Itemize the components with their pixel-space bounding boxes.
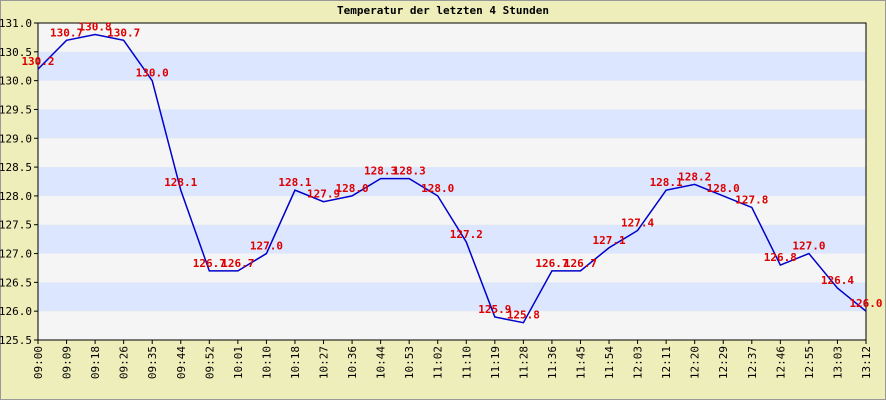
x-tick-label: 13:03 [831,346,844,379]
x-tick-label: 13:12 [860,346,873,379]
data-label: 126.7 [221,257,254,270]
data-label: 130.7 [107,26,140,39]
data-label: 127.2 [450,228,483,241]
y-tick-label: 127.5 [0,219,32,232]
x-tick-label: 09:26 [118,346,131,379]
x-tick-label: 12:29 [717,346,730,379]
band [38,23,866,52]
x-tick-label: 09:18 [89,346,102,379]
y-tick-label: 125.5 [0,334,32,347]
band [38,109,866,139]
x-tick-label: 12:03 [632,346,645,379]
y-tick-label: 126.5 [0,276,32,289]
y-tick-label: 128.5 [0,161,32,174]
x-tick-label: 10:27 [318,346,331,379]
data-label: 126.0 [849,297,882,310]
y-tick-label: 126.0 [0,305,32,318]
data-label: 130.7 [50,26,83,39]
data-label: 126.7 [535,257,568,270]
x-tick-label: 10:18 [289,346,302,379]
plot-border [37,22,867,341]
x-tick-label: 12:46 [774,346,787,379]
chart-title: Temperatur der letzten 4 Stunden [337,4,549,17]
x-tick-label: 09:44 [175,346,188,379]
x-tick-label: 09:52 [203,346,216,379]
data-label: 126.7 [193,257,226,270]
band [38,311,866,340]
y-tick-label: 127.0 [0,248,32,261]
x-tick-label: 11:10 [460,346,473,379]
data-label: 130.8 [79,21,112,34]
data-label: 128.0 [336,182,369,195]
x-tick-label: 12:37 [746,346,759,379]
x-tick-label: 10:01 [232,346,245,379]
data-label: 130.2 [21,55,54,68]
x-tick-label: 12:20 [689,346,702,379]
x-tick-label: 09:00 [32,346,45,379]
y-tick-label: 128.0 [0,190,32,203]
y-tick-label: 130.5 [0,46,32,59]
data-label: 127.4 [621,216,654,229]
band [38,282,866,312]
x-tick-label: 12:55 [803,346,816,379]
data-label: 127.1 [592,234,625,247]
data-label: 130.0 [136,67,169,80]
data-label: 128.0 [421,182,454,195]
y-tick-label: 130.0 [0,75,32,88]
x-tick-label: 10:36 [346,346,359,379]
line [37,33,867,324]
x-tick-label: 10:53 [403,346,416,379]
data-label: 128.3 [393,165,426,178]
band [38,253,866,283]
data-label: 127.8 [735,193,768,206]
data-label: 125.8 [507,309,540,322]
y-tick-label: 129.0 [0,132,32,145]
x-tick-label: 11:36 [546,346,559,379]
y-tick-label: 129.5 [0,103,32,116]
data-label: 126.4 [821,274,854,287]
x-tick-label: 11:28 [517,346,530,379]
data-label: 125.9 [478,303,511,316]
data-label: 126.7 [564,257,597,270]
data-label: 128.1 [278,176,311,189]
band [38,138,866,168]
data-label: 127.0 [250,240,283,253]
data-label: 128.1 [650,176,683,189]
data-label: 128.3 [364,165,397,178]
x-tick-label: 09:35 [146,346,159,379]
x-tick-label: 11:54 [603,346,616,379]
data-label: 127.9 [307,188,340,201]
x-tick-label: 11:45 [574,346,587,379]
y-tick-label: 131.0 [0,17,32,30]
data-label: 128.0 [707,182,740,195]
x-tick-label: 10:44 [375,346,388,379]
band [38,51,866,81]
data-label: 128.2 [678,170,711,183]
band [38,224,866,254]
data-label: 128.1 [164,176,197,189]
band [38,80,866,110]
x-tick-label: 10:10 [260,346,273,379]
data-label: 127.0 [792,240,825,253]
x-tick-label: 11:02 [432,346,445,379]
x-tick-label: 09:09 [61,346,74,379]
x-tick-label: 11:19 [489,346,502,379]
data-label: 126.8 [764,251,797,264]
x-tick-label: 12:11 [660,346,673,379]
